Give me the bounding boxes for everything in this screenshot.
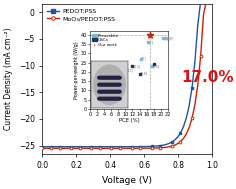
Text: 17.0%: 17.0% (181, 70, 234, 84)
Y-axis label: Current Density (mA cm⁻²): Current Density (mA cm⁻²) (4, 28, 13, 130)
Legend: PEDOT:PSS, MoO₃/PEDOT:PSS: PEDOT:PSS, MoO₃/PEDOT:PSS (44, 6, 118, 24)
X-axis label: Voltage (V): Voltage (V) (102, 176, 152, 185)
